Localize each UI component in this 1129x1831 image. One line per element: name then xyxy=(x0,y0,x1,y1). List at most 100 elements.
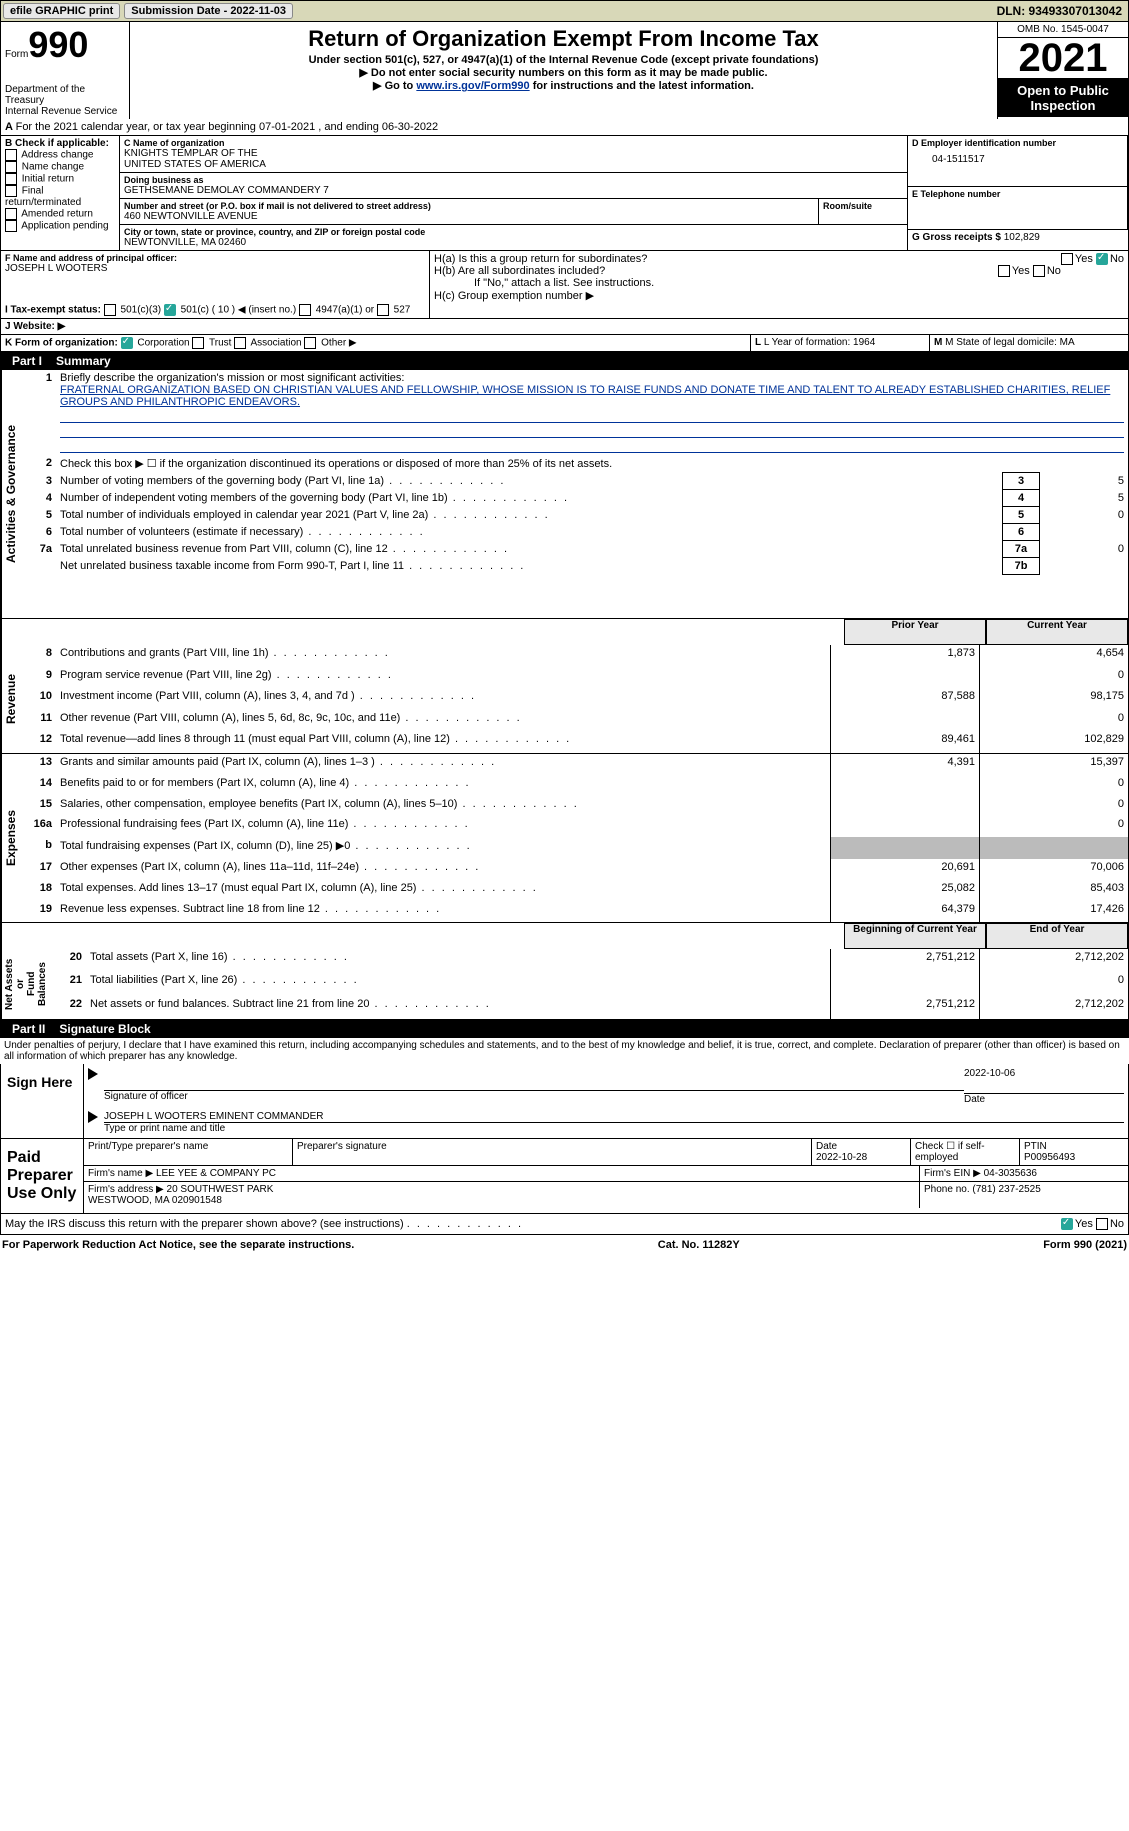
firm-phone: (781) 237-2525 xyxy=(972,1184,1040,1195)
city-value: NEWTONVILLE, MA 02460 xyxy=(124,237,903,248)
org-name: KNIGHTS TEMPLAR OF THE UNITED STATES OF … xyxy=(124,148,903,170)
top-toolbar: efile GRAPHIC print Submission Date - 20… xyxy=(0,0,1129,22)
return-title: Return of Organization Exempt From Incom… xyxy=(136,26,991,52)
summary-line: 3Number of voting members of the governi… xyxy=(20,473,1128,490)
summary-line: 19Revenue less expenses. Subtract line 1… xyxy=(20,901,1128,922)
date-label: Date xyxy=(964,1094,985,1105)
ein-value: 04-1511517 xyxy=(912,148,1123,165)
hb-yes[interactable] xyxy=(998,265,1010,277)
vlabel-netassets: Net Assets or Fund Balances xyxy=(1,949,50,1019)
part1: Part ISummary Activities & Governance 1 … xyxy=(0,352,1129,1020)
ha-yes[interactable] xyxy=(1061,253,1073,265)
checkbox-501c[interactable] xyxy=(164,304,176,316)
e-phone-label: E Telephone number xyxy=(912,189,1123,199)
street-address: 460 NEWTONVILLE AVENUE xyxy=(124,211,814,222)
b-opt-check[interactable] xyxy=(5,185,17,197)
col-prior-year: Prior Year xyxy=(844,619,986,645)
line-j-website: J Website: ▶ xyxy=(1,319,1128,334)
b-option: Initial return xyxy=(5,173,115,185)
firm-name: LEE YEE & COMPANY PC xyxy=(156,1168,276,1179)
b-opt-check[interactable] xyxy=(5,208,17,220)
line-a: A For the 2021 calendar year, or tax yea… xyxy=(1,119,1128,136)
sig-officer-label: Signature of officer xyxy=(104,1091,188,1102)
officer-printed: JOSEPH L WOOTERS EMINENT COMMANDER xyxy=(104,1111,1124,1123)
summary-line: 7aTotal unrelated business revenue from … xyxy=(20,541,1128,558)
sign-date: 2022-10-06 xyxy=(964,1068,1124,1079)
f-officer-label: F Name and address of principal officer: xyxy=(5,253,425,263)
summary-line: 18Total expenses. Add lines 13–17 (must … xyxy=(20,880,1128,901)
arrow-icon xyxy=(88,1111,98,1123)
ha-no[interactable] xyxy=(1096,253,1108,265)
hb-no[interactable] xyxy=(1033,265,1045,277)
open-to-public: Open to Public Inspection xyxy=(998,79,1128,117)
form-footer: Form 990 (2021) xyxy=(1043,1239,1127,1251)
col-boy: Beginning of Current Year xyxy=(844,923,986,949)
part1-title: Summary xyxy=(56,354,111,368)
summary-line: 20Total assets (Part X, line 16)2,751,21… xyxy=(50,949,1128,972)
summary-line: 4Number of independent voting members of… xyxy=(20,490,1128,507)
b-opt-check[interactable] xyxy=(5,173,17,185)
header-right-block: OMB No. 1545-0047 2021 Open to Public In… xyxy=(997,22,1128,119)
city-label: City or town, state or province, country… xyxy=(124,227,903,237)
b-opt-check[interactable] xyxy=(5,149,17,161)
k-trust[interactable] xyxy=(192,337,204,349)
omb-number: OMB No. 1545-0047 xyxy=(998,22,1128,37)
type-print-label: Type or print name and title xyxy=(104,1123,225,1134)
perjury-declaration: Under penalties of perjury, I declare th… xyxy=(0,1038,1129,1064)
officer-name: JOSEPH L WOOTERS xyxy=(5,263,425,274)
l1-mission: FRATERNAL ORGANIZATION BASED ON CHRISTIA… xyxy=(60,384,1110,408)
c-label: C Name of organization xyxy=(124,138,903,148)
subtitle-2: ▶ Do not enter social security numbers o… xyxy=(136,66,991,79)
cat-no: Cat. No. 11282Y xyxy=(658,1239,740,1251)
summary-line: 17Other expenses (Part IX, column (A), l… xyxy=(20,859,1128,880)
vlabel-expenses: Expenses xyxy=(1,754,20,922)
line-k-label: K Form of organization: xyxy=(5,338,118,349)
l2-checkbox-line: Check this box ▶ ☐ if the organization d… xyxy=(56,455,1128,472)
summary-line: 8Contributions and grants (Part VIII, li… xyxy=(20,645,1128,667)
checkbox-527[interactable] xyxy=(377,304,389,316)
pra-notice: For Paperwork Reduction Act Notice, see … xyxy=(2,1239,354,1251)
header-title-block: Return of Organization Exempt From Incom… xyxy=(130,22,997,119)
summary-line: 12Total revenue—add lines 8 through 11 (… xyxy=(20,731,1128,753)
b-option: Address change xyxy=(5,149,115,161)
paid-preparer-label: Paid Preparer Use Only xyxy=(1,1139,84,1213)
b-opt-check[interactable] xyxy=(5,220,17,232)
l1-label: Briefly describe the organization's miss… xyxy=(60,372,404,384)
page-footer: For Paperwork Reduction Act Notice, see … xyxy=(0,1235,1129,1255)
line-l: L L Year of formation: 1964 xyxy=(751,335,930,351)
checkbox-4947[interactable] xyxy=(299,304,311,316)
col-current-year: Current Year xyxy=(986,619,1128,645)
summary-line: 13Grants and similar amounts paid (Part … xyxy=(20,754,1128,775)
summary-line: 10Investment income (Part VIII, column (… xyxy=(20,688,1128,710)
pp-sig-label: Preparer's signature xyxy=(293,1139,812,1165)
discuss-yes[interactable] xyxy=(1061,1218,1073,1230)
submission-date-button[interactable]: Submission Date - 2022-11-03 xyxy=(124,3,293,19)
summary-line: 6Total number of volunteers (estimate if… xyxy=(20,524,1128,541)
summary-line: 9Program service revenue (Part VIII, lin… xyxy=(20,667,1128,689)
line-hc: H(c) Group exemption number ▶ xyxy=(434,289,1124,302)
part2-title: Signature Block xyxy=(59,1022,150,1036)
irs-link[interactable]: www.irs.gov/Form990 xyxy=(416,80,529,92)
efile-button[interactable]: efile GRAPHIC print xyxy=(3,3,120,19)
sign-here-label: Sign Here xyxy=(1,1064,84,1138)
form-word: Form xyxy=(5,49,28,60)
summary-line: 14Benefits paid to or for members (Part … xyxy=(20,775,1128,796)
discuss-question: May the IRS discuss this return with the… xyxy=(5,1218,1061,1230)
pp-name-label: Print/Type preparer's name xyxy=(84,1139,293,1165)
b-label: B Check if applicable: xyxy=(5,138,115,149)
g-receipts-label: G Gross receipts $ xyxy=(912,232,1001,243)
b-opt-check[interactable] xyxy=(5,161,17,173)
vlabel-revenue: Revenue xyxy=(1,645,20,753)
k-assoc[interactable] xyxy=(234,337,246,349)
b-option: Amended return xyxy=(5,208,115,220)
summary-line: Net unrelated business taxable income fr… xyxy=(20,558,1128,575)
b-option: Final return/terminated xyxy=(5,185,115,208)
discuss-no[interactable] xyxy=(1096,1218,1108,1230)
k-corp[interactable] xyxy=(121,337,133,349)
part1-tag: Part I xyxy=(6,353,48,369)
checkbox-501c3[interactable] xyxy=(104,304,116,316)
form-number-block: Form990 Department of the Treasury Inter… xyxy=(1,22,130,119)
pp-date: 2022-10-28 xyxy=(816,1152,867,1163)
pp-self-employed: Check ☐ if self-employed xyxy=(911,1139,1020,1165)
k-other[interactable] xyxy=(304,337,316,349)
